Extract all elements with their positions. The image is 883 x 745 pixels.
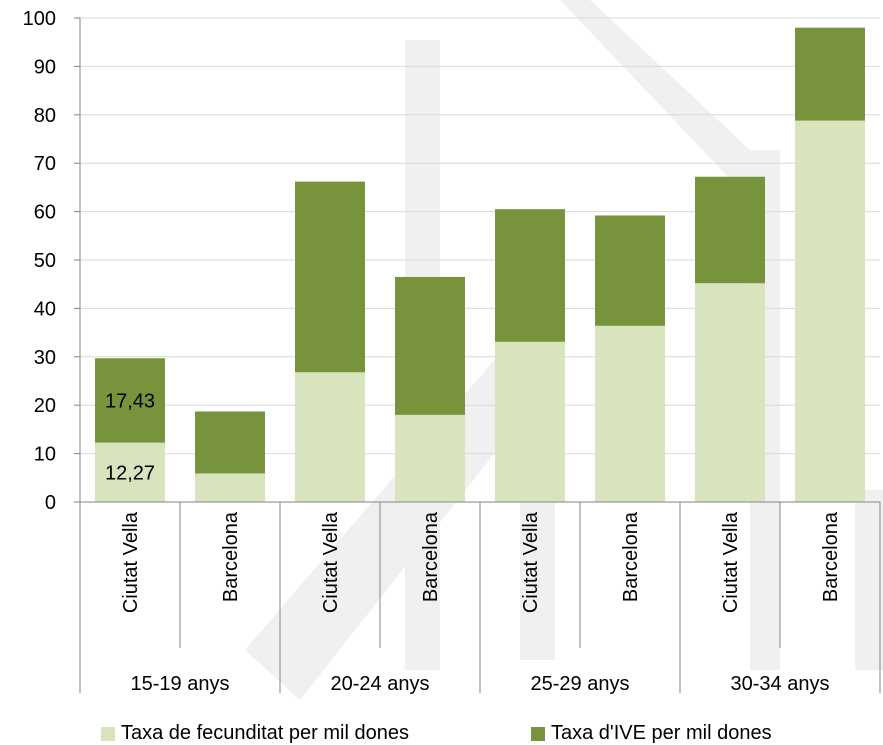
data-label: 12,27 xyxy=(105,462,155,484)
x-group-label: 20-24 anys xyxy=(331,673,430,695)
y-tick-label: 10 xyxy=(34,444,56,466)
bar-fecunditat xyxy=(695,283,765,502)
y-tick-label: 60 xyxy=(34,202,56,224)
legend-swatch-fecunditat xyxy=(101,726,115,741)
y-axis-ticks: 0 10 20 30 40 50 60 70 80 90 100 xyxy=(23,8,81,514)
x-group-label: 25-29 anys xyxy=(531,673,630,695)
x-category-label: Ciutat Vella xyxy=(320,511,342,613)
x-group-label: 15-19 anys xyxy=(131,673,230,695)
bar-fecunditat xyxy=(395,414,465,502)
y-tick-label: 90 xyxy=(34,56,56,78)
bar-ive xyxy=(595,215,665,326)
bar-ive xyxy=(295,181,365,373)
y-tick-label: 30 xyxy=(34,347,56,369)
bar-fecunditat xyxy=(795,120,865,502)
y-tick-label: 50 xyxy=(34,250,56,272)
y-tick-label: 70 xyxy=(34,153,56,175)
x-category-label: Barcelona xyxy=(220,511,242,602)
legend-item-ive: Taxa d'IVE per mil dones xyxy=(531,722,772,745)
y-tick-label: 0 xyxy=(45,492,56,514)
watermark-shape xyxy=(560,0,750,200)
bar-ive xyxy=(195,411,265,474)
y-tick-label: 20 xyxy=(34,395,56,417)
bar-fecunditat xyxy=(295,372,365,502)
x-category-label: Barcelona xyxy=(420,511,442,602)
data-labels: 12,27 17,43 xyxy=(105,390,155,484)
data-label: 17,43 xyxy=(105,390,155,412)
y-tick-label: 80 xyxy=(34,105,56,127)
bar-fecunditat xyxy=(195,473,265,502)
bars xyxy=(95,27,865,502)
legend-swatch-ive xyxy=(531,726,545,741)
legend-item-fecunditat: Taxa de fecunditat per mil dones xyxy=(101,722,409,745)
x-category-label: Barcelona xyxy=(620,511,642,602)
x-category-label: Ciutat Vella xyxy=(520,511,542,613)
x-category-label: Ciutat Vella xyxy=(720,511,742,613)
legend-label-ive: Taxa d'IVE per mil dones xyxy=(551,722,772,744)
watermark-shape xyxy=(855,490,883,670)
bar-ive xyxy=(395,276,465,415)
x-group-label: 30-34 anys xyxy=(731,673,830,695)
y-tick-label: 100 xyxy=(23,8,56,30)
legend-label-fecunditat: Taxa de fecunditat per mil dones xyxy=(121,722,409,744)
bar-fecunditat xyxy=(95,442,165,502)
x-category-label: Ciutat Vella xyxy=(120,511,142,613)
x-category-label: Barcelona xyxy=(820,511,842,602)
bar-ive xyxy=(795,27,865,121)
watermark-shape xyxy=(245,330,560,700)
bar-ive xyxy=(495,209,565,342)
bar-ive xyxy=(95,358,165,443)
bar-fecunditat xyxy=(595,325,665,502)
bar-fecunditat xyxy=(495,341,565,502)
y-tick-label: 40 xyxy=(34,298,56,320)
legend: Taxa de fecunditat per mil dones Taxa d'… xyxy=(0,722,883,744)
bar-ive xyxy=(695,176,765,284)
x-axis: Ciutat Vella Barcelona Ciutat Vella Barcelo… xyxy=(79,501,881,695)
